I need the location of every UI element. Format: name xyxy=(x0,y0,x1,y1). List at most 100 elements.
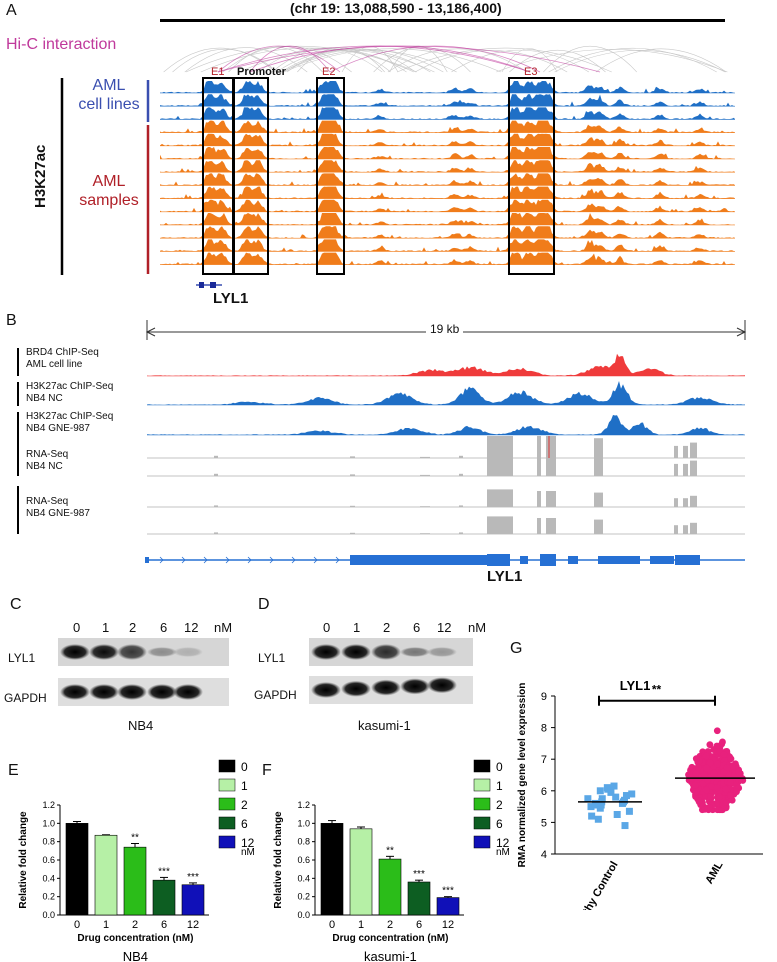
y-tick-label: 0.8 xyxy=(42,837,55,847)
y-tick-label: 0.8 xyxy=(297,837,310,847)
healthy-point xyxy=(621,822,629,830)
healthy-point xyxy=(596,787,604,795)
y-tick-label: 0.6 xyxy=(297,855,310,865)
chart-e: 0.00.20.40.60.81.01.20 1 2**6***12***Drug … xyxy=(18,759,255,962)
aml-point xyxy=(710,769,718,777)
legend-swatch xyxy=(218,797,236,811)
legend-label: 0 xyxy=(241,760,248,774)
aml-point xyxy=(720,750,728,758)
chart-g: LYL1 4 5 6 7 8 9 RMA normalized gene level expr… xyxy=(517,678,763,910)
y-tick-label: 0.0 xyxy=(297,910,310,920)
label-e1: E1 xyxy=(211,66,225,78)
aml-point xyxy=(708,783,715,791)
legend-swatch xyxy=(218,816,236,830)
western-blots xyxy=(58,638,473,706)
significance-label: ** xyxy=(386,845,394,856)
healthy-point xyxy=(610,782,618,790)
label-e3: E3 xyxy=(524,66,538,78)
bar xyxy=(378,858,402,916)
aml-point xyxy=(695,798,703,806)
significance-label: *** xyxy=(187,872,199,883)
blot-d-row-gapdh: GAPDH xyxy=(254,688,297,702)
aml-point xyxy=(716,793,723,801)
panel-d-letter: D xyxy=(258,596,270,613)
x-axis-label: Drug concentration (nM) xyxy=(77,933,193,944)
label-e2: E2 xyxy=(322,66,336,78)
y-tick-label: 1.0 xyxy=(297,818,310,828)
y-tick-label: 0.2 xyxy=(42,892,55,902)
legend-swatch xyxy=(218,759,236,773)
scale-label: 19 kb xyxy=(426,322,464,336)
chart-title: LYL1 xyxy=(620,678,651,693)
box-e2 xyxy=(316,77,345,275)
legend-swatch xyxy=(218,835,236,849)
bar xyxy=(65,823,89,916)
y-tick-label: 0.6 xyxy=(42,855,55,865)
aml-point xyxy=(692,769,700,777)
x-tick-label: 6 xyxy=(416,919,422,931)
significance-label: *** xyxy=(158,866,170,877)
aml-point xyxy=(722,799,730,806)
panel-c-letter: C xyxy=(10,596,22,613)
legend-label: 12 xyxy=(241,836,255,850)
panel-a-letter: A xyxy=(6,2,17,19)
chart-caption: kasumi-1 xyxy=(364,949,417,962)
aml-point xyxy=(726,779,734,786)
bar xyxy=(181,884,205,916)
significance-label: *** xyxy=(442,886,454,897)
x-tick-label: 6 xyxy=(161,919,167,931)
legend-swatch xyxy=(473,816,491,830)
chart-f: 0.00.20.40.60.81.01.20 1 2**6***12***Drug … xyxy=(273,759,510,962)
legend-swatch xyxy=(218,778,236,792)
legend-swatch xyxy=(473,835,491,849)
aml-point xyxy=(713,784,721,792)
panel-a-tracks xyxy=(60,45,735,288)
healthy-point xyxy=(628,790,636,798)
aml-point xyxy=(706,741,714,749)
legend-label: 0 xyxy=(496,760,503,774)
y-tick-label: 8 xyxy=(541,723,547,735)
aml-point xyxy=(692,788,700,796)
bar xyxy=(320,823,344,916)
legend-unit: nM xyxy=(241,847,255,858)
bar xyxy=(123,846,147,916)
healthy-point xyxy=(584,795,592,803)
panel-f-letter: F xyxy=(262,762,272,779)
healthy-point xyxy=(588,812,596,820)
y-tick-label: 0.0 xyxy=(42,910,55,920)
label-promoter: Promoter xyxy=(237,66,286,78)
coordinate-bar xyxy=(160,19,725,22)
aml-point xyxy=(727,755,735,763)
x-tick-label: 12 xyxy=(187,919,199,931)
y-tick-label: 5 xyxy=(541,817,547,829)
x-tick-label: 1 xyxy=(358,919,364,931)
bar xyxy=(436,897,460,916)
legend-label: 6 xyxy=(241,817,248,831)
aml-point xyxy=(722,785,730,793)
track-label-h3k27ac-gne: H3K27ac ChIP-Seq NB4 GNE-987 xyxy=(26,411,114,434)
healthy-point xyxy=(597,801,605,809)
healthy-point xyxy=(625,807,633,815)
blot-c-row-gapdh: GAPDH xyxy=(4,691,47,705)
healthy-point xyxy=(587,803,595,811)
aml-point xyxy=(729,763,736,770)
aml-point xyxy=(714,760,721,768)
healthy-point xyxy=(594,815,602,823)
legend-label: 12 xyxy=(496,836,510,850)
aml-point xyxy=(702,786,710,794)
legend-label: 1 xyxy=(241,779,248,793)
genomic-coordinates: (chr 19: 13,088,590 - 13,186,400) xyxy=(290,0,502,16)
healthy-point xyxy=(622,792,630,800)
x-tick-label: 0 xyxy=(329,919,335,931)
track-label-h3k27ac-nc: H3K27ac ChIP-Seq NB4 NC xyxy=(26,381,114,404)
healthy-point xyxy=(613,811,621,818)
aml-point xyxy=(701,805,708,813)
y-tick-label: 4 xyxy=(541,849,547,861)
aml-point xyxy=(723,764,731,772)
lyl1-exons xyxy=(145,554,700,566)
aml-point xyxy=(694,763,702,771)
panel-g-letter: G xyxy=(510,640,523,657)
healthy-point xyxy=(598,795,606,803)
legend-swatch xyxy=(473,778,491,792)
panel-b-tracks xyxy=(17,320,747,566)
